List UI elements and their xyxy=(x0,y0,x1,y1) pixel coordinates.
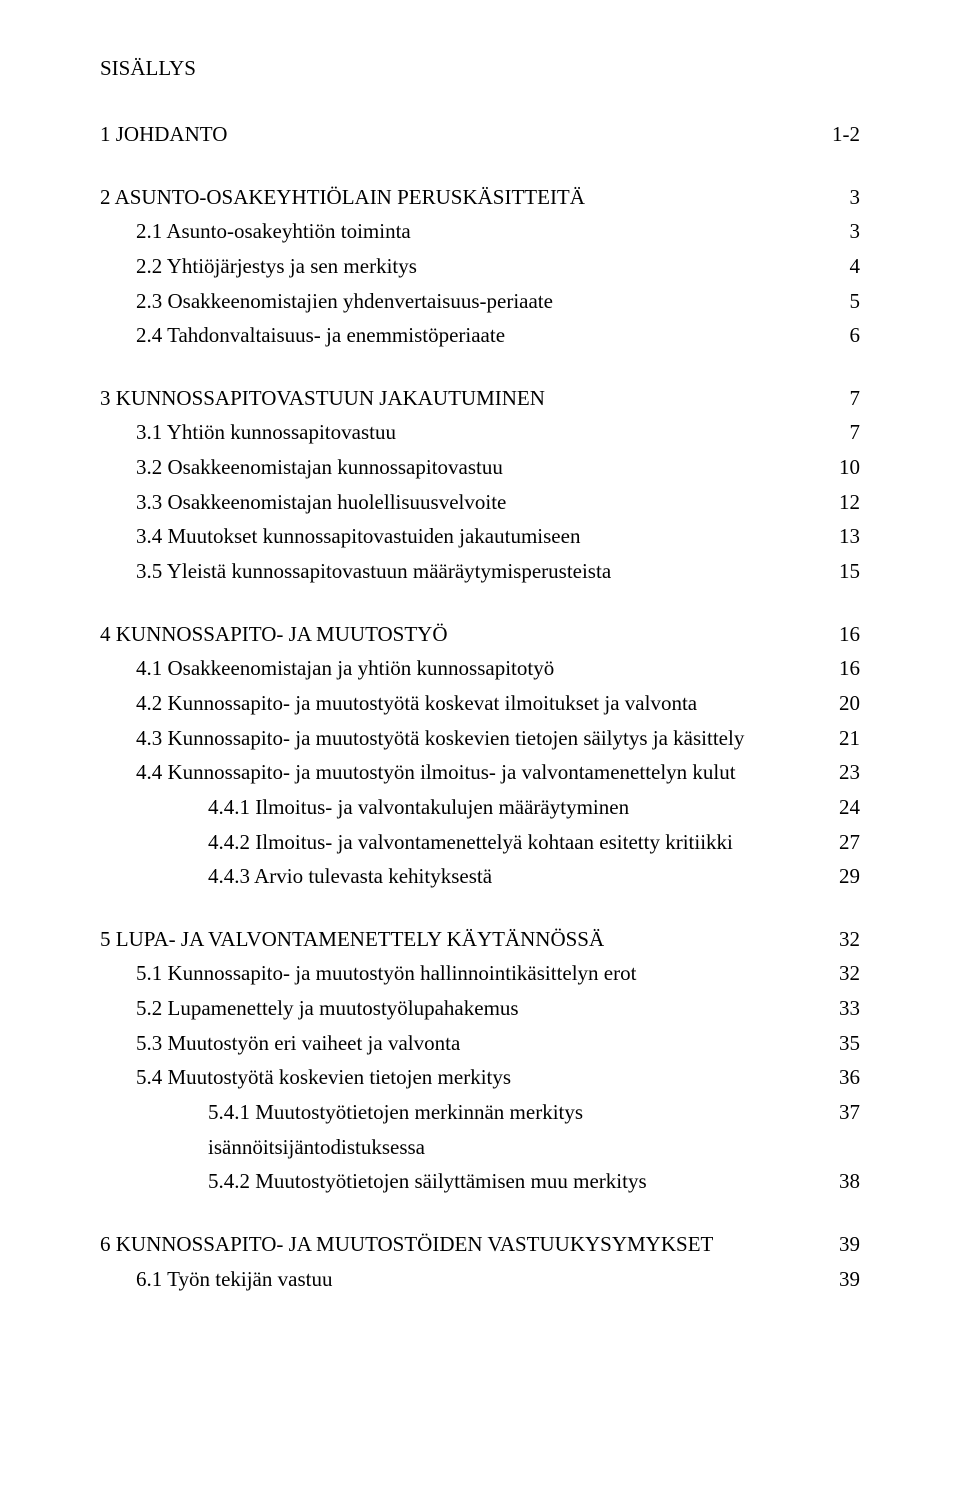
toc-title: SISÄLLYS xyxy=(100,56,860,81)
toc-entry-page: 32 xyxy=(820,956,860,991)
toc-row: 2.4 Tahdonvaltaisuus- ja enemmistöperiaa… xyxy=(100,318,860,353)
toc-row: 5.2 Lupamenettely ja muutostyölupahakemu… xyxy=(100,991,860,1026)
toc-page: SISÄLLYS 1 JOHDANTO1-22 ASUNTO-OSAKEYHTI… xyxy=(0,0,960,1506)
toc-row: 2.2 Yhtiöjärjestys ja sen merkitys4 xyxy=(100,249,860,284)
toc-entry-label: 4.1 Osakkeenomistajan ja yhtiön kunnossa… xyxy=(100,651,820,686)
toc-entry-label: 4.2 Kunnossapito- ja muutostyötä koskeva… xyxy=(100,686,820,721)
toc-entry-page: 7 xyxy=(820,415,860,450)
toc-row: 2.1 Asunto-osakeyhtiön toiminta3 xyxy=(100,214,860,249)
toc-entry-label: 5.4 Muutostyötä koskevien tietojen merki… xyxy=(100,1060,820,1095)
toc-entry-page: 3 xyxy=(820,180,860,215)
toc-row: 5.4.1 Muutostyötietojen merkinnän merkit… xyxy=(100,1095,860,1164)
toc-entry-page: 3 xyxy=(820,214,860,249)
toc-entry-label: 5 LUPA- JA VALVONTAMENETTELY KÄYTÄNNÖSSÄ xyxy=(100,922,820,957)
toc-entry-label: 3 KUNNOSSAPITOVASTUUN JAKAUTUMINEN xyxy=(100,381,820,416)
toc-entry-page: 12 xyxy=(820,485,860,520)
toc-container: 1 JOHDANTO1-22 ASUNTO-OSAKEYHTIÖLAIN PER… xyxy=(100,117,860,1296)
toc-entry-label: 2.4 Tahdonvaltaisuus- ja enemmistöperiaa… xyxy=(100,318,820,353)
toc-entry-page: 23 xyxy=(820,755,860,790)
toc-group: 3 KUNNOSSAPITOVASTUUN JAKAUTUMINEN73.1 Y… xyxy=(100,381,860,589)
toc-row: 2.3 Osakkeenomistajien yhdenvertaisuus-p… xyxy=(100,284,860,319)
toc-entry-label: 4 KUNNOSSAPITO- JA MUUTOSTYÖ xyxy=(100,617,820,652)
toc-entry-label: 6.1 Työn tekijän vastuu xyxy=(100,1262,820,1297)
toc-entry-page: 20 xyxy=(820,686,860,721)
toc-entry-label: 5.3 Muutostyön eri vaiheet ja valvonta xyxy=(100,1026,820,1061)
toc-entry-page: 36 xyxy=(820,1060,860,1095)
toc-entry-label: 5.4.1 Muutostyötietojen merkinnän merkit… xyxy=(100,1095,820,1164)
toc-entry-page: 13 xyxy=(820,519,860,554)
toc-entry-page: 39 xyxy=(820,1262,860,1297)
toc-entry-page: 7 xyxy=(820,381,860,416)
toc-entry-page: 15 xyxy=(820,554,860,589)
toc-row: 2 ASUNTO-OSAKEYHTIÖLAIN PERUSKÄSITTEITÄ3 xyxy=(100,180,860,215)
toc-row: 5.3 Muutostyön eri vaiheet ja valvonta35 xyxy=(100,1026,860,1061)
toc-entry-page: 27 xyxy=(820,825,860,860)
toc-entry-page: 39 xyxy=(820,1227,860,1262)
toc-row: 3.3 Osakkeenomistajan huolellisuusvelvoi… xyxy=(100,485,860,520)
toc-row: 5 LUPA- JA VALVONTAMENETTELY KÄYTÄNNÖSSÄ… xyxy=(100,922,860,957)
toc-row: 4.4.2 Ilmoitus- ja valvontamenettelyä ko… xyxy=(100,825,860,860)
toc-entry-page: 32 xyxy=(820,922,860,957)
toc-entry-page: 29 xyxy=(820,859,860,894)
toc-entry-page: 21 xyxy=(820,721,860,756)
toc-row: 6 KUNNOSSAPITO- JA MUUTOSTÖIDEN VASTUUKY… xyxy=(100,1227,860,1262)
toc-row: 3.1 Yhtiön kunnossapitovastuu7 xyxy=(100,415,860,450)
toc-entry-label: 2.2 Yhtiöjärjestys ja sen merkitys xyxy=(100,249,820,284)
toc-row: 4.3 Kunnossapito- ja muutostyötä koskevi… xyxy=(100,721,860,756)
toc-row: 6.1 Työn tekijän vastuu39 xyxy=(100,1262,860,1297)
toc-entry-label: 4.4.2 Ilmoitus- ja valvontamenettelyä ko… xyxy=(100,825,820,860)
toc-entry-label: 3.4 Muutokset kunnossapitovastuiden jaka… xyxy=(100,519,820,554)
toc-row: 5.4.2 Muutostyötietojen säilyttämisen mu… xyxy=(100,1164,860,1199)
toc-row: 4.4.1 Ilmoitus- ja valvontakulujen määrä… xyxy=(100,790,860,825)
toc-entry-page: 35 xyxy=(820,1026,860,1061)
toc-row: 4 KUNNOSSAPITO- JA MUUTOSTYÖ16 xyxy=(100,617,860,652)
toc-group: 6 KUNNOSSAPITO- JA MUUTOSTÖIDEN VASTUUKY… xyxy=(100,1227,860,1296)
toc-row: 3.2 Osakkeenomistajan kunnossapitovastuu… xyxy=(100,450,860,485)
toc-group: 1 JOHDANTO1-2 xyxy=(100,117,860,152)
toc-entry-label: 4.4 Kunnossapito- ja muutostyön ilmoitus… xyxy=(100,755,820,790)
toc-entry-label: 4.4.1 Ilmoitus- ja valvontakulujen määrä… xyxy=(100,790,820,825)
toc-row: 5.1 Kunnossapito- ja muutostyön hallinno… xyxy=(100,956,860,991)
toc-entry-page: 24 xyxy=(820,790,860,825)
toc-row: 4.2 Kunnossapito- ja muutostyötä koskeva… xyxy=(100,686,860,721)
toc-entry-label: 5.1 Kunnossapito- ja muutostyön hallinno… xyxy=(100,956,820,991)
toc-row: 3 KUNNOSSAPITOVASTUUN JAKAUTUMINEN7 xyxy=(100,381,860,416)
toc-row: 4.4 Kunnossapito- ja muutostyön ilmoitus… xyxy=(100,755,860,790)
toc-group: 4 KUNNOSSAPITO- JA MUUTOSTYÖ164.1 Osakke… xyxy=(100,617,860,894)
toc-row: 4.1 Osakkeenomistajan ja yhtiön kunnossa… xyxy=(100,651,860,686)
toc-row: 1 JOHDANTO1-2 xyxy=(100,117,860,152)
toc-group: 2 ASUNTO-OSAKEYHTIÖLAIN PERUSKÄSITTEITÄ3… xyxy=(100,180,860,353)
toc-entry-label: 4.4.3 Arvio tulevasta kehityksestä xyxy=(100,859,820,894)
toc-entry-page: 10 xyxy=(820,450,860,485)
toc-entry-label: 4.3 Kunnossapito- ja muutostyötä koskevi… xyxy=(100,721,820,756)
toc-row: 5.4 Muutostyötä koskevien tietojen merki… xyxy=(100,1060,860,1095)
toc-entry-label: 3.2 Osakkeenomistajan kunnossapitovastuu xyxy=(100,450,820,485)
toc-entry-page: 33 xyxy=(820,991,860,1026)
toc-entry-page: 6 xyxy=(820,318,860,353)
toc-entry-label: 2.3 Osakkeenomistajien yhdenvertaisuus-p… xyxy=(100,284,820,319)
toc-row: 4.4.3 Arvio tulevasta kehityksestä29 xyxy=(100,859,860,894)
toc-entry-label: 5.2 Lupamenettely ja muutostyölupahakemu… xyxy=(100,991,820,1026)
toc-entry-page: 16 xyxy=(820,651,860,686)
toc-row: 3.5 Yleistä kunnossapitovastuun määräyty… xyxy=(100,554,860,589)
toc-entry-page: 5 xyxy=(820,284,860,319)
toc-entry-label: 3.5 Yleistä kunnossapitovastuun määräyty… xyxy=(100,554,820,589)
toc-entry-label: 5.4.2 Muutostyötietojen säilyttämisen mu… xyxy=(100,1164,820,1199)
toc-entry-page: 1-2 xyxy=(820,117,860,152)
toc-entry-label: 3.3 Osakkeenomistajan huolellisuusvelvoi… xyxy=(100,485,820,520)
toc-group: 5 LUPA- JA VALVONTAMENETTELY KÄYTÄNNÖSSÄ… xyxy=(100,922,860,1199)
toc-row: 3.4 Muutokset kunnossapitovastuiden jaka… xyxy=(100,519,860,554)
toc-entry-page: 4 xyxy=(820,249,860,284)
toc-entry-label: 1 JOHDANTO xyxy=(100,117,820,152)
toc-entry-page: 16 xyxy=(820,617,860,652)
toc-entry-label: 2 ASUNTO-OSAKEYHTIÖLAIN PERUSKÄSITTEITÄ xyxy=(100,180,820,215)
toc-entry-label: 2.1 Asunto-osakeyhtiön toiminta xyxy=(100,214,820,249)
toc-entry-page: 38 xyxy=(820,1164,860,1199)
toc-entry-page: 37 xyxy=(820,1095,860,1130)
toc-entry-label: 3.1 Yhtiön kunnossapitovastuu xyxy=(100,415,820,450)
toc-entry-label: 6 KUNNOSSAPITO- JA MUUTOSTÖIDEN VASTUUKY… xyxy=(100,1227,820,1262)
